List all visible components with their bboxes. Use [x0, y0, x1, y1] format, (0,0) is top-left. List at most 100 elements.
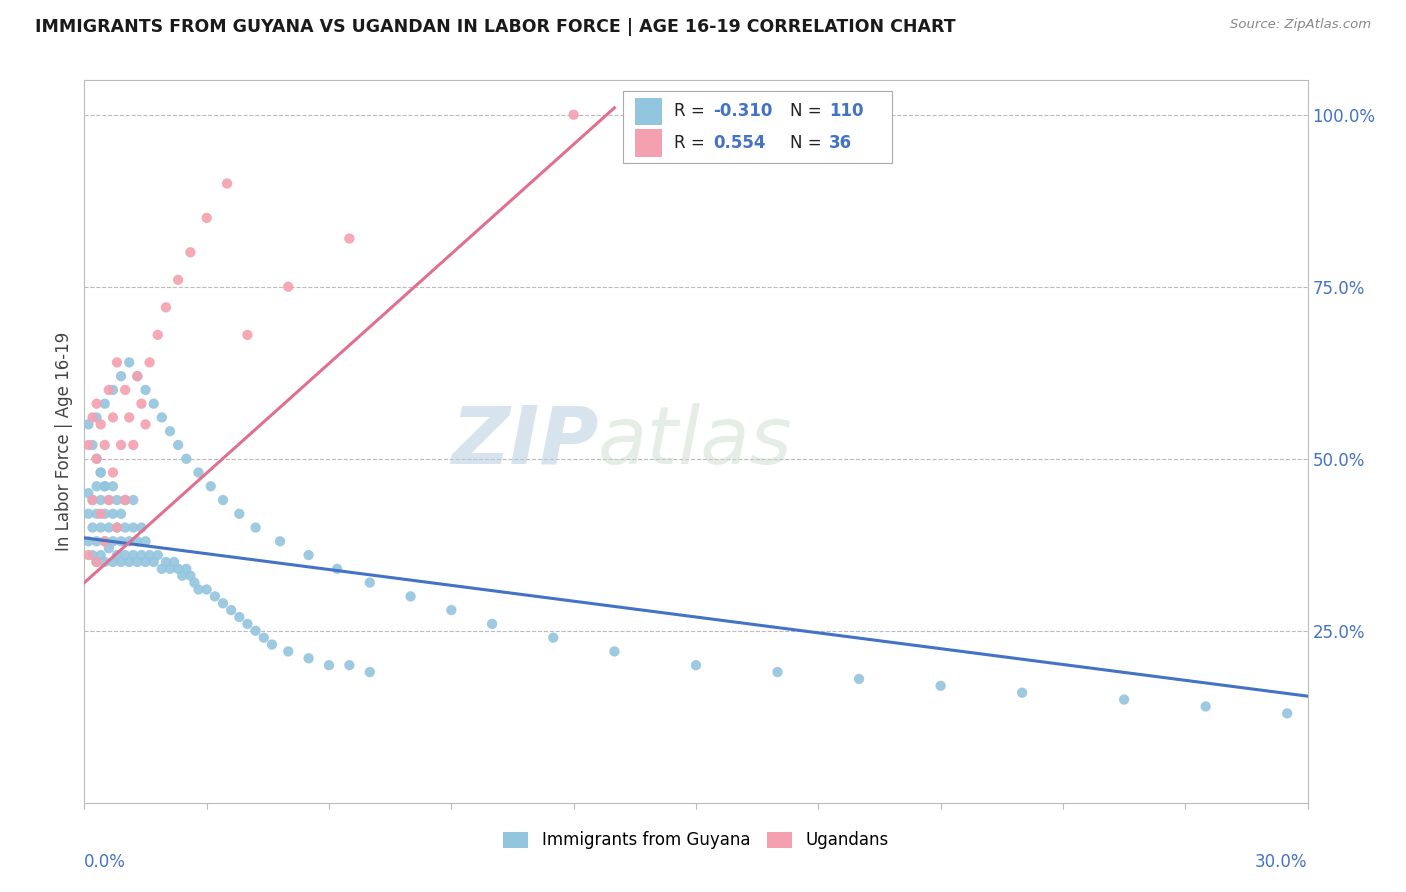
Text: 30.0%: 30.0%: [1256, 854, 1308, 871]
Point: [167, 273, 190, 287]
Point: [90, 417, 112, 432]
Point: [131, 397, 153, 411]
Point: [82, 493, 104, 508]
Point: [204, 590, 226, 604]
Point: [174, 451, 197, 466]
Text: -0.310: -0.310: [713, 103, 772, 120]
Point: [217, 177, 239, 191]
Text: N =: N =: [790, 134, 827, 153]
Point: [110, 555, 132, 569]
Point: [339, 658, 361, 673]
Point: [122, 493, 145, 508]
Point: [93, 534, 115, 549]
Point: [159, 424, 181, 438]
Point: [90, 466, 112, 480]
Point: [97, 493, 120, 508]
Point: [155, 555, 177, 569]
Point: [86, 397, 108, 411]
Point: [277, 279, 299, 293]
Text: N =: N =: [790, 103, 827, 120]
Point: [135, 555, 157, 569]
Point: [86, 555, 108, 569]
Point: [131, 548, 153, 562]
Text: Source: ZipAtlas.com: Source: ZipAtlas.com: [1230, 18, 1371, 31]
Point: [142, 397, 165, 411]
Point: [77, 438, 100, 452]
Point: [82, 548, 104, 562]
Point: [77, 507, 100, 521]
Point: [167, 438, 190, 452]
Point: [155, 301, 177, 315]
Point: [90, 507, 112, 521]
Point: [174, 562, 197, 576]
Point: [93, 397, 115, 411]
Point: [93, 534, 115, 549]
Point: [146, 548, 169, 562]
Point: [82, 410, 104, 425]
FancyBboxPatch shape: [636, 129, 662, 157]
Point: [101, 383, 124, 397]
Point: [848, 672, 870, 686]
Point: [110, 369, 132, 384]
Point: [93, 479, 115, 493]
Point: [1277, 706, 1299, 721]
Point: [101, 466, 124, 480]
Point: [101, 410, 124, 425]
Point: [260, 638, 283, 652]
Point: [105, 355, 128, 369]
Point: [163, 555, 186, 569]
Point: [131, 520, 153, 534]
Point: [118, 534, 141, 549]
Point: [138, 355, 160, 369]
Point: [138, 548, 160, 562]
Point: [93, 438, 115, 452]
Point: [122, 548, 145, 562]
Point: [212, 596, 235, 610]
Point: [118, 555, 141, 569]
Point: [97, 541, 120, 556]
Point: [200, 479, 222, 493]
Point: [318, 658, 340, 673]
Point: [114, 520, 136, 534]
Text: 36: 36: [830, 134, 852, 153]
Point: [101, 534, 124, 549]
Point: [86, 410, 108, 425]
Point: [135, 383, 157, 397]
Point: [114, 493, 136, 508]
Point: [82, 493, 104, 508]
Point: [135, 534, 157, 549]
Point: [127, 369, 149, 384]
Point: [219, 603, 242, 617]
Point: [543, 631, 565, 645]
Point: [101, 507, 124, 521]
Point: [929, 679, 952, 693]
Point: [101, 555, 124, 569]
Point: [1195, 699, 1218, 714]
Y-axis label: In Labor Force | Age 16-19: In Labor Force | Age 16-19: [55, 332, 73, 551]
Point: [86, 534, 108, 549]
Point: [82, 438, 104, 452]
Text: atlas: atlas: [598, 402, 793, 481]
Point: [245, 624, 267, 638]
Point: [122, 438, 145, 452]
Point: [86, 479, 108, 493]
Point: [97, 493, 120, 508]
Text: ZIP: ZIP: [451, 402, 598, 481]
Point: [603, 644, 626, 658]
Point: [110, 438, 132, 452]
Point: [245, 520, 267, 534]
Point: [97, 520, 120, 534]
Point: [114, 493, 136, 508]
Point: [481, 616, 503, 631]
Legend: Immigrants from Guyana, Ugandans: Immigrants from Guyana, Ugandans: [496, 824, 896, 856]
Point: [359, 575, 381, 590]
Text: 0.554: 0.554: [713, 134, 766, 153]
Point: [228, 610, 250, 624]
Point: [298, 651, 321, 665]
Point: [90, 520, 112, 534]
Point: [77, 417, 100, 432]
Point: [766, 665, 789, 679]
Point: [167, 562, 190, 576]
Point: [105, 548, 128, 562]
Point: [135, 417, 157, 432]
